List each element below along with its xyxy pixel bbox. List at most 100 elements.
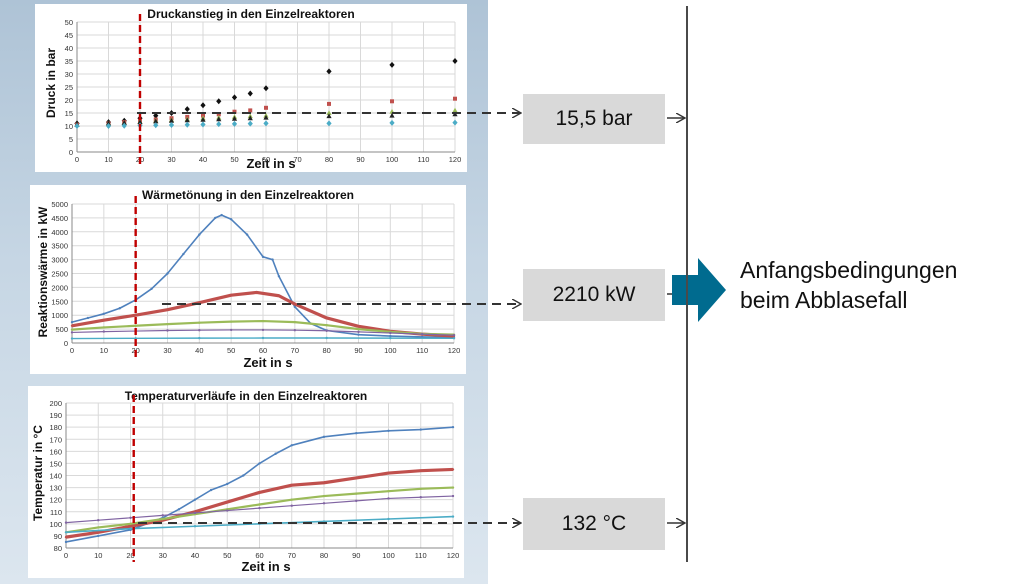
collector-line (686, 6, 688, 562)
data-point (64, 531, 68, 534)
x-tick-label: 60 (262, 155, 270, 164)
heat-plot: 0500100015002000250030003500400045005000… (51, 196, 460, 357)
data-point (129, 527, 132, 530)
data-point (184, 106, 190, 113)
data-point (355, 499, 358, 503)
data-point (261, 328, 265, 332)
data-point (229, 320, 233, 323)
data-point (166, 272, 169, 275)
data-point (290, 483, 293, 487)
x-tick-label: 110 (415, 551, 427, 560)
data-point (64, 521, 68, 524)
x-tick-label: 40 (195, 346, 203, 355)
x-tick-label: 70 (293, 155, 301, 164)
x-tick-label: 30 (163, 346, 171, 355)
data-point (258, 503, 261, 506)
data-point (322, 494, 326, 498)
data-point (198, 321, 201, 324)
data-point (226, 482, 229, 486)
y-tick-label: 160 (49, 447, 62, 456)
data-point (209, 488, 213, 492)
data-point (325, 324, 328, 327)
x-tick-label: 80 (322, 346, 330, 355)
y-tick-label: 90 (54, 532, 62, 541)
y-tick-label: 4500 (51, 214, 68, 223)
data-point (200, 121, 206, 128)
data-point (389, 112, 395, 118)
data-point (137, 119, 143, 125)
x-tick-label: 110 (416, 346, 428, 355)
y-tick-label: 120 (49, 496, 62, 505)
y-tick-label: 110 (50, 508, 62, 517)
y-tick-label: 2500 (51, 270, 68, 279)
data-point (193, 498, 197, 501)
data-point (153, 122, 159, 129)
data-point (97, 526, 100, 529)
data-point (263, 114, 269, 120)
data-point (226, 500, 229, 504)
data-point (420, 332, 424, 336)
y-tick-label: 140 (49, 472, 62, 481)
data-point (97, 531, 100, 534)
data-point (277, 294, 281, 297)
data-point (102, 330, 106, 333)
data-point (357, 333, 360, 336)
data-point (70, 328, 74, 331)
data-point (322, 502, 326, 505)
data-point (261, 336, 265, 340)
x-tick-label: 40 (199, 155, 207, 164)
y-tick-label: 25 (65, 83, 73, 92)
data-point (232, 109, 237, 114)
data-point (263, 85, 269, 92)
data-point (129, 525, 132, 528)
data-point (326, 68, 332, 75)
data-point (390, 99, 394, 104)
x-tick-label: 110 (418, 155, 430, 164)
data-point (357, 327, 360, 331)
data-point (214, 216, 217, 220)
y-tick-label: 1500 (51, 297, 68, 306)
data-point (182, 252, 185, 256)
y-tick-label: 10 (65, 122, 73, 131)
y-tick-label: 15 (65, 109, 73, 118)
y-tick-label: 180 (49, 423, 62, 432)
heat-chart: Wärmetönung in den Einzelreaktoren Reakt… (30, 185, 466, 374)
data-point (231, 115, 238, 121)
data-point (198, 233, 201, 236)
y-tick-label: 190 (49, 411, 62, 420)
x-tick-label: 0 (70, 346, 74, 355)
data-point (419, 487, 422, 490)
data-point (134, 314, 137, 317)
data-point (452, 119, 458, 126)
y-tick-label: 3500 (51, 242, 68, 251)
data-point (105, 123, 112, 129)
data-point (70, 320, 74, 324)
data-point (326, 120, 332, 127)
y-tick-label: 5000 (51, 200, 68, 209)
data-point (229, 218, 233, 221)
x-tick-label: 100 (382, 551, 395, 560)
data-point (247, 120, 253, 127)
x-tick-label: 120 (449, 155, 462, 164)
conclusion-line-2: beim Abblasefall (740, 287, 908, 313)
data-point (387, 429, 390, 432)
data-point (419, 469, 422, 472)
y-tick-label: 40 (65, 44, 73, 53)
data-point (168, 121, 175, 128)
data-point (452, 337, 456, 340)
chart-title: Druckanstieg in den Einzelreaktoren (147, 7, 355, 21)
x-tick-label: 0 (64, 551, 68, 560)
data-point (216, 116, 222, 122)
data-point (274, 452, 277, 455)
x-tick-label: 60 (259, 346, 267, 355)
x-tick-label: 120 (447, 551, 460, 560)
data-point (118, 307, 121, 310)
data-point (452, 334, 456, 337)
data-point (242, 474, 245, 477)
x-tick-label: 20 (126, 551, 134, 560)
data-point (184, 117, 190, 123)
data-point (258, 506, 261, 510)
data-point (102, 326, 106, 329)
data-point (193, 525, 197, 528)
data-point (293, 305, 297, 309)
